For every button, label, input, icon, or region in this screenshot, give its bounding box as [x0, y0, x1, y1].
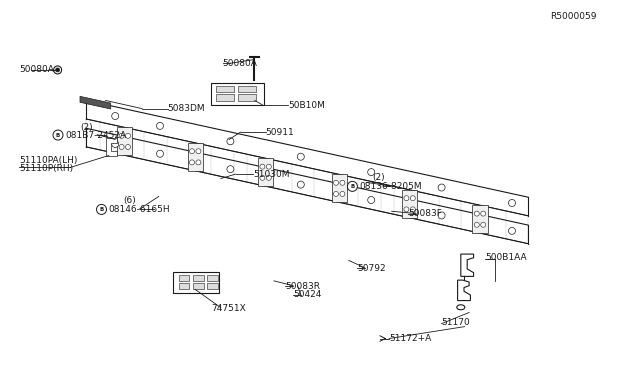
Text: 50B10M: 50B10M: [288, 101, 325, 110]
Circle shape: [410, 196, 415, 201]
Circle shape: [404, 207, 409, 212]
Circle shape: [298, 153, 304, 160]
Polygon shape: [80, 96, 111, 109]
Circle shape: [125, 144, 131, 150]
Circle shape: [481, 211, 486, 216]
Circle shape: [119, 133, 124, 138]
Circle shape: [112, 113, 118, 119]
Text: 50911: 50911: [266, 128, 294, 137]
Circle shape: [56, 68, 60, 72]
Circle shape: [125, 133, 131, 138]
Text: 50080A: 50080A: [19, 65, 54, 74]
Text: 081B7-2452A: 081B7-2452A: [65, 131, 126, 140]
Bar: [216, 94, 234, 101]
Text: 51170: 51170: [442, 318, 470, 327]
Circle shape: [404, 196, 409, 201]
Circle shape: [438, 184, 445, 191]
Bar: [238, 94, 256, 101]
Text: 500B1AA: 500B1AA: [485, 253, 527, 262]
Text: (2): (2): [372, 173, 385, 182]
Bar: [238, 86, 256, 92]
Circle shape: [260, 164, 265, 169]
Circle shape: [266, 175, 271, 180]
Circle shape: [157, 122, 163, 129]
Circle shape: [196, 149, 201, 154]
Circle shape: [474, 211, 479, 216]
Circle shape: [333, 180, 339, 185]
Polygon shape: [117, 128, 132, 155]
Bar: [193, 275, 204, 281]
Circle shape: [157, 150, 163, 157]
Text: (2): (2): [80, 123, 93, 132]
Circle shape: [189, 149, 195, 154]
Text: B: B: [56, 132, 60, 138]
Bar: [193, 283, 204, 289]
Text: 51030M: 51030M: [253, 170, 289, 179]
Circle shape: [509, 227, 515, 234]
Circle shape: [474, 222, 479, 227]
Bar: [211, 83, 264, 105]
Polygon shape: [106, 138, 117, 156]
Polygon shape: [258, 158, 273, 186]
Text: 08146-6165H: 08146-6165H: [109, 205, 170, 214]
Text: 51110P(RH): 51110P(RH): [19, 164, 74, 173]
Circle shape: [119, 144, 124, 150]
Circle shape: [368, 196, 374, 203]
Circle shape: [266, 164, 271, 169]
Circle shape: [410, 207, 415, 212]
Text: 51110PA(LH): 51110PA(LH): [19, 156, 77, 165]
Circle shape: [509, 199, 515, 206]
Circle shape: [368, 169, 374, 176]
Circle shape: [97, 205, 106, 214]
Circle shape: [348, 182, 357, 191]
Polygon shape: [188, 143, 203, 171]
Circle shape: [196, 160, 201, 165]
Bar: [179, 283, 189, 289]
Text: R5000059: R5000059: [550, 12, 597, 21]
Circle shape: [227, 138, 234, 145]
Circle shape: [481, 222, 486, 227]
Polygon shape: [458, 280, 470, 301]
Text: B: B: [350, 184, 355, 189]
Text: B: B: [99, 207, 104, 212]
Bar: [173, 272, 219, 293]
Text: 50424: 50424: [293, 291, 321, 299]
Text: 5083DM: 5083DM: [168, 105, 205, 113]
Circle shape: [340, 192, 345, 196]
Circle shape: [54, 66, 61, 74]
Text: 08136-8205M: 08136-8205M: [360, 182, 422, 191]
Circle shape: [340, 180, 345, 185]
Circle shape: [227, 166, 234, 173]
Bar: [216, 86, 234, 92]
Circle shape: [333, 192, 339, 196]
Polygon shape: [332, 174, 347, 202]
Text: 50792: 50792: [357, 264, 386, 273]
Text: 50080A: 50080A: [223, 59, 257, 68]
Polygon shape: [402, 190, 417, 218]
Bar: [179, 275, 189, 281]
Circle shape: [189, 160, 195, 165]
Circle shape: [438, 212, 445, 219]
Ellipse shape: [457, 305, 465, 310]
Circle shape: [298, 181, 304, 188]
Text: 50083R: 50083R: [285, 282, 320, 291]
Circle shape: [260, 175, 265, 180]
Circle shape: [112, 141, 118, 147]
Polygon shape: [461, 254, 474, 276]
Text: 51172+A: 51172+A: [389, 334, 431, 343]
Polygon shape: [472, 205, 488, 233]
Circle shape: [53, 130, 63, 140]
Text: 50083F: 50083F: [408, 209, 442, 218]
Bar: [207, 283, 218, 289]
Text: 74751X: 74751X: [211, 304, 246, 312]
Bar: [207, 275, 218, 281]
Text: (6): (6): [123, 196, 136, 205]
